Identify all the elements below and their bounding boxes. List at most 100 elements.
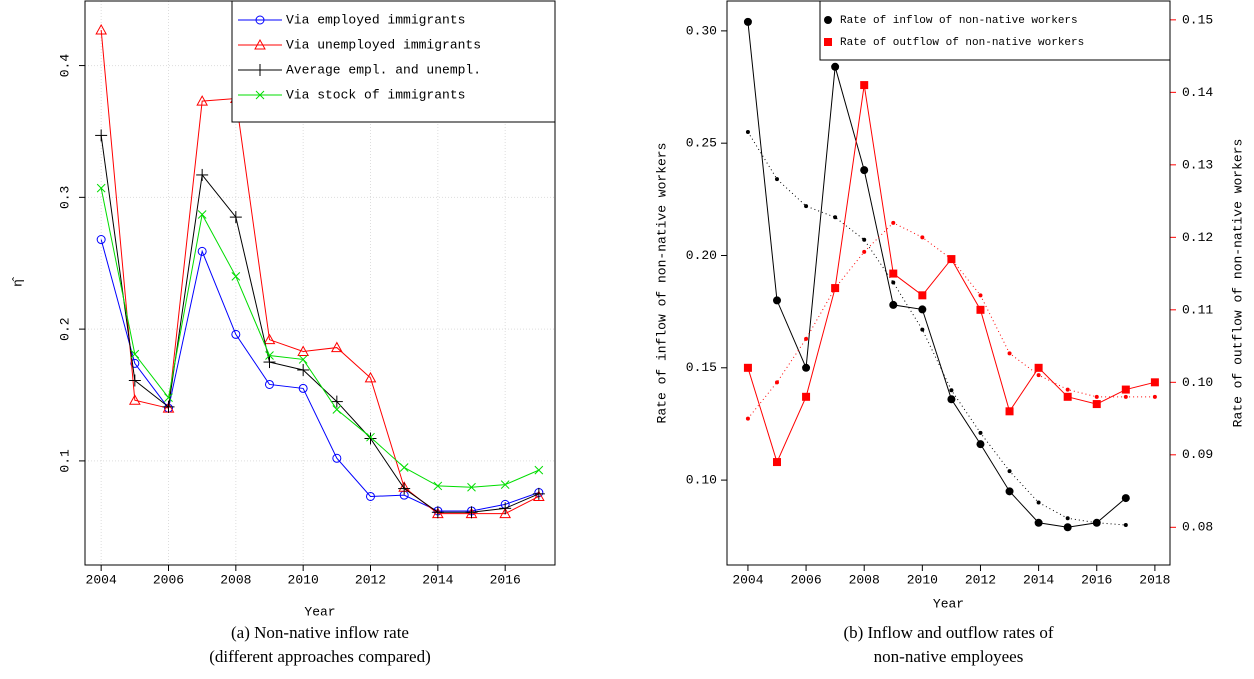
marker: [1094, 520, 1099, 525]
legend-marker: [254, 38, 266, 50]
marker: [197, 210, 207, 219]
y-tick-label: 0.25: [686, 136, 717, 151]
marker: [264, 379, 274, 389]
x-tick-label: 2018: [1139, 572, 1170, 587]
marker: [891, 220, 896, 225]
marker: [1005, 407, 1014, 416]
marker: [772, 296, 781, 305]
marker: [263, 333, 276, 345]
marker: [231, 272, 241, 281]
marker: [976, 305, 985, 314]
marker: [891, 280, 896, 285]
marker: [297, 363, 310, 376]
marker: [332, 453, 342, 463]
y2-tick-label: 0.14: [1182, 85, 1213, 100]
marker: [1123, 394, 1128, 399]
marker: [774, 380, 779, 385]
x-tick-label: 2004: [732, 572, 763, 587]
marker: [920, 235, 925, 240]
marker: [398, 482, 411, 495]
marker: [231, 329, 241, 339]
x-tick-label: 2006: [790, 572, 821, 587]
marker: [833, 286, 838, 291]
marker: [399, 463, 409, 472]
y-axis-label: η̂: [10, 276, 25, 287]
marker: [889, 300, 898, 309]
marker: [804, 336, 809, 341]
caption: (a) Non-native inflow rate: [231, 623, 409, 642]
marker: [976, 440, 985, 449]
marker: [978, 293, 983, 298]
x-tick-label: 2010: [907, 572, 938, 587]
x-tick-label: 2014: [422, 572, 453, 587]
legend-marker: [255, 90, 265, 100]
marker: [1063, 523, 1072, 532]
legend-marker: [824, 38, 832, 46]
marker: [833, 215, 838, 220]
y-tick-label: 0.2: [57, 317, 72, 340]
marker: [1065, 387, 1070, 392]
marker: [431, 506, 444, 519]
marker: [949, 388, 954, 393]
series-line: [747, 131, 1126, 526]
marker: [1034, 363, 1043, 372]
marker: [1036, 500, 1041, 505]
series-line: [100, 239, 540, 512]
marker: [128, 394, 141, 405]
marker: [364, 432, 377, 445]
y-tick-label: 0.30: [686, 23, 717, 38]
marker: [130, 358, 140, 368]
marker: [162, 400, 175, 413]
legend-marker: [254, 64, 266, 76]
marker: [263, 356, 276, 369]
y2-tick-label: 0.13: [1182, 157, 1213, 172]
y-tick-label: 0.15: [686, 360, 717, 375]
marker: [949, 257, 954, 262]
x-axis-label: Year: [933, 596, 964, 611]
y2-tick-label: 0.10: [1182, 375, 1213, 390]
marker: [298, 355, 308, 364]
marker: [366, 491, 376, 501]
marker: [1121, 385, 1130, 394]
marker: [1007, 351, 1012, 356]
x-tick-label: 2012: [355, 572, 386, 587]
marker: [366, 432, 375, 442]
marker: [1152, 394, 1157, 399]
legend-box: [231, 0, 556, 123]
x-tick-label: 2016: [490, 572, 521, 587]
marker: [95, 129, 108, 142]
marker: [1005, 487, 1014, 496]
y2-tick-label: 0.09: [1182, 447, 1213, 462]
marker: [499, 507, 512, 519]
x-tick-label: 2010: [288, 572, 319, 587]
marker: [196, 168, 209, 181]
marker: [918, 291, 927, 300]
marker: [95, 23, 108, 35]
series-line: [100, 29, 540, 515]
x-tick-label: 2006: [153, 572, 184, 587]
marker: [802, 363, 811, 372]
marker: [1092, 400, 1101, 409]
marker: [804, 204, 809, 209]
marker: [433, 481, 443, 491]
legend-label: Via employed immigrants: [286, 12, 465, 27]
marker: [772, 458, 781, 467]
marker: [364, 371, 377, 383]
x-tick-label: 2012: [965, 572, 996, 587]
marker: [947, 395, 956, 404]
marker: [978, 430, 983, 435]
marker: [196, 95, 209, 106]
y-tick-label: 0.3: [57, 186, 72, 209]
x-tick-label: 2004: [86, 572, 117, 587]
marker: [1036, 373, 1041, 378]
series-line: [100, 188, 540, 488]
x-tick-label: 2014: [1023, 572, 1054, 587]
marker: [802, 392, 811, 401]
marker: [889, 269, 898, 278]
marker: [743, 363, 752, 372]
legend-label: Rate of outflow of non-native workers: [840, 37, 1084, 49]
caption: non-native employees: [874, 647, 1024, 666]
marker: [532, 490, 545, 501]
marker: [130, 349, 140, 359]
